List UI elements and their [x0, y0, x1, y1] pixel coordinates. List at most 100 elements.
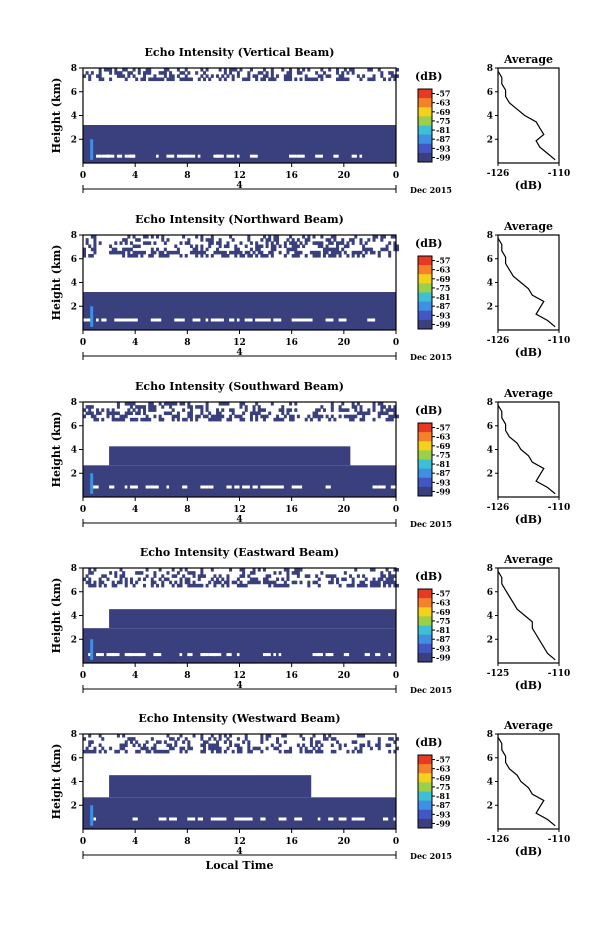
echo-cell — [142, 241, 146, 245]
echo-cell — [312, 77, 316, 82]
echo-cell — [325, 244, 329, 249]
echo-cell — [296, 574, 300, 578]
echo-cell — [289, 417, 293, 422]
echo-cell — [236, 583, 240, 588]
echo-cell — [377, 580, 381, 585]
echo-cell — [367, 408, 371, 412]
echo-cell — [142, 235, 146, 239]
echo-cell — [137, 68, 141, 72]
echo-cell — [270, 77, 274, 82]
echo-gap — [208, 653, 217, 657]
echo-cell — [182, 408, 186, 412]
echo-cell — [364, 250, 368, 255]
echo-cell — [197, 405, 201, 409]
colorbar-swatch — [418, 652, 432, 663]
echo-cell — [205, 414, 209, 419]
echo-cell — [270, 247, 274, 252]
profile-y-label: 2 — [487, 302, 493, 312]
echo-gap — [202, 653, 206, 657]
echo-cell — [276, 583, 280, 588]
echo-cell — [208, 580, 212, 585]
echo-cell — [388, 405, 392, 409]
profile-y-label: 4 — [487, 778, 493, 788]
echo-band — [109, 775, 312, 798]
echo-cell — [315, 254, 319, 258]
echo-cell — [385, 580, 389, 585]
date-label: Dec 2015 — [410, 185, 452, 195]
echo-cell — [390, 235, 394, 239]
echo-cell — [223, 71, 227, 75]
echo-gap — [299, 485, 303, 489]
echo-cell — [356, 402, 360, 406]
echo-cell — [176, 737, 180, 741]
echo-cell — [122, 68, 126, 72]
echo-cell — [330, 580, 334, 585]
echo-gap — [195, 318, 201, 322]
echo-cell — [265, 414, 269, 419]
y-tick-label: 2 — [71, 302, 77, 312]
echo-cell — [346, 77, 350, 82]
echo-cell — [244, 408, 248, 412]
echo-cell — [226, 402, 230, 406]
colorbar-tick-label: -69 — [436, 773, 451, 783]
x-tick-label: 8 — [184, 505, 190, 515]
echo-cell — [137, 250, 141, 255]
echo-cell — [276, 577, 280, 582]
x-tick-label: 16 — [285, 671, 298, 681]
echo-gap — [182, 485, 188, 489]
echo-cell — [328, 74, 332, 78]
echo-cell — [90, 740, 94, 744]
echo-cell — [179, 254, 183, 258]
echo-cell — [341, 408, 345, 412]
echo-cell — [299, 568, 303, 572]
echo-cell — [132, 68, 136, 72]
profile-y-label: 4 — [487, 612, 493, 622]
echo-cell — [231, 77, 235, 82]
echo-cell — [236, 746, 240, 751]
echo-cell — [205, 68, 209, 72]
colorbar-tick-label: -99 — [436, 152, 451, 162]
echo-cell — [380, 574, 384, 578]
echo-cell — [315, 241, 319, 245]
echo-cell — [276, 235, 280, 239]
echo-cell — [187, 743, 191, 748]
profile-line — [497, 736, 556, 827]
echo-cell — [88, 583, 92, 588]
colorbar-swatch — [418, 143, 432, 154]
echo-cell — [338, 408, 342, 412]
echo-cell — [182, 402, 186, 406]
echo-cell — [213, 746, 217, 751]
colorbar-swatch — [418, 755, 432, 765]
echo-cell — [317, 74, 321, 78]
echo-cell — [226, 574, 230, 578]
colorbar-swatch — [418, 764, 432, 774]
echo-cell — [382, 583, 386, 588]
echo-cell — [182, 417, 186, 422]
echo-gap — [153, 318, 162, 322]
profile-x-label: -110 — [548, 503, 571, 513]
echo-cell — [132, 254, 136, 258]
echo-gap — [382, 485, 386, 489]
echo-cell — [260, 414, 264, 419]
echo-cell — [249, 68, 253, 72]
echo-cell — [270, 244, 274, 249]
echo-cell — [114, 749, 118, 754]
echo-gap — [122, 318, 130, 322]
echo-cell — [372, 580, 376, 585]
echo-core — [90, 805, 94, 826]
colorbar-tick-label: -75 — [436, 616, 450, 626]
echo-cell — [189, 244, 193, 249]
y-tick-label: 8 — [71, 64, 77, 74]
echo-gap — [249, 817, 253, 821]
echo-gap — [127, 653, 133, 657]
echo-cell — [101, 574, 105, 578]
echo-cell — [236, 743, 240, 748]
echo-gap — [93, 817, 97, 821]
profile-y-label: 2 — [487, 469, 493, 479]
echo-cell — [249, 417, 253, 422]
echo-gap — [304, 318, 313, 322]
echo-cell — [294, 254, 298, 258]
echo-cell — [145, 68, 149, 72]
echo-cell — [302, 737, 306, 741]
echo-cell — [140, 746, 144, 751]
